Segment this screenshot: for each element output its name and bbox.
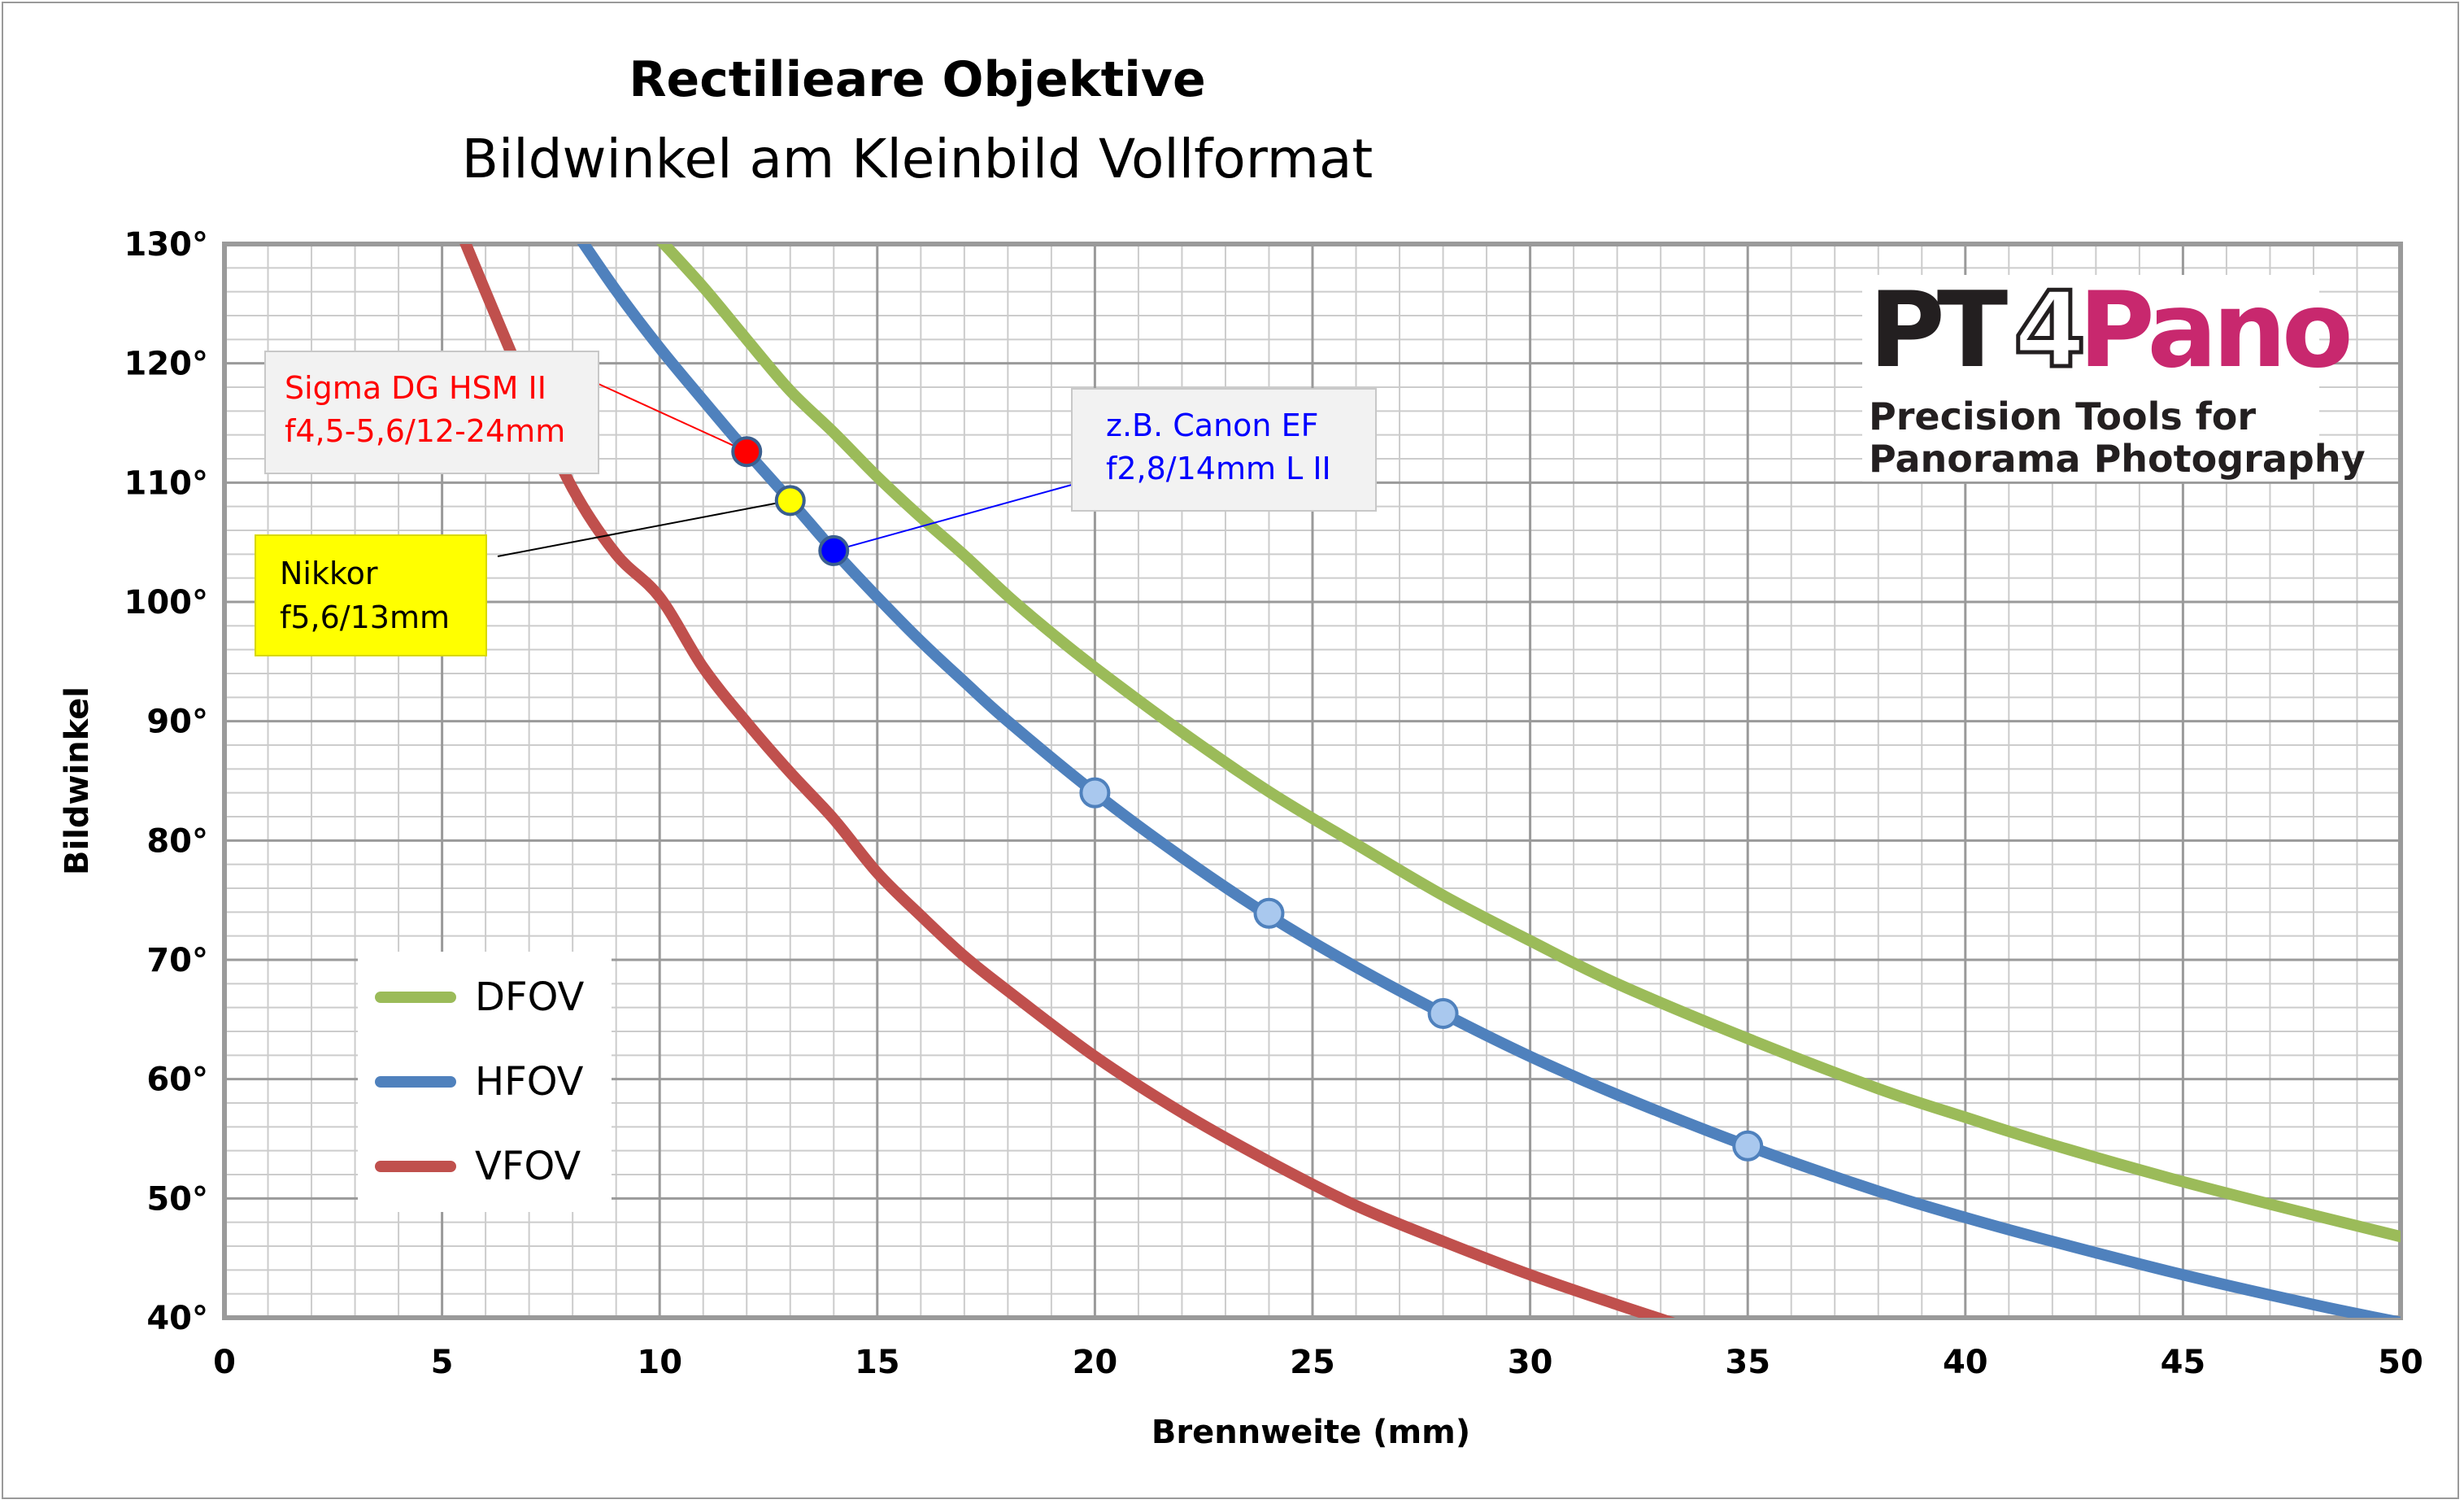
- annotation-leaders: [497, 383, 1073, 557]
- x-tick-label: 50: [2378, 1344, 2423, 1381]
- legend-label-hfov: HFOV: [475, 1059, 584, 1105]
- pt4pano-logo: PT 4 Pano Precision Tools for Panorama P…: [1862, 268, 2366, 482]
- highlight-point-canon: [818, 534, 850, 566]
- annotation-sigma: Sigma DG HSM II f4,5-5,6/12-24mm: [264, 351, 599, 474]
- chart-title: Rectilieare Objektive: [629, 51, 1205, 108]
- plot-border: [222, 242, 2403, 1320]
- x-tick-label: 30: [1508, 1344, 1553, 1381]
- logo-tagline-line2: Panorama Photography: [1869, 437, 2366, 481]
- y-axis-ticks: 40° 50° 60° 70° 80° 90° 100° 110° 120° 130°: [124, 226, 209, 1337]
- series-line-dfov: [656, 244, 2401, 1243]
- legend: DFOV HFOV VFOV: [358, 952, 612, 1212]
- annotation-sigma-line2: f4,5-5,6/12-24mm: [285, 413, 565, 449]
- annotation-nikkor: Nikkor f5,6/13mm: [255, 534, 487, 656]
- y-tick-label: 100°: [124, 584, 209, 621]
- leader-canon: [834, 484, 1073, 551]
- y-tick-label: 80°: [146, 822, 208, 860]
- x-axis-label: Brennweite (mm): [1151, 1414, 1470, 1451]
- x-tick-label: 35: [1725, 1344, 1770, 1381]
- x-tick-label: 45: [2161, 1344, 2206, 1381]
- chart-subtitle: Bildwinkel am Kleinbild Vollformat: [462, 128, 1373, 190]
- leader-sigma: [598, 383, 747, 453]
- annotation-nikkor-line1: Nikkor: [280, 556, 378, 591]
- annotation-sigma-box: [264, 351, 599, 474]
- logo-pano-text: Pano: [2079, 270, 2349, 391]
- series-line-vfov: [459, 244, 1676, 1318]
- legend-label-dfov: DFOV: [475, 974, 585, 1020]
- y-tick-label: 50°: [146, 1180, 208, 1218]
- x-axis-ticks: 0 5 10 15 20 25 30 35 40 45 50: [213, 1344, 2423, 1381]
- annotation-nikkor-box: [255, 534, 487, 656]
- x-tick-label: 15: [855, 1344, 900, 1381]
- logo-tagline-line1: Precision Tools for: [1869, 395, 2256, 438]
- hfov-marker: [1427, 998, 1459, 1029]
- annotation-sigma-line1: Sigma DG HSM II: [285, 370, 546, 406]
- legend-label-vfov: VFOV: [475, 1144, 581, 1189]
- y-tick-label: 60°: [146, 1062, 208, 1099]
- logo-pt-text: PT: [1869, 270, 2008, 391]
- y-tick-label: 70°: [146, 942, 208, 979]
- hfov-marker: [1079, 777, 1111, 809]
- marker-layer: [731, 436, 1764, 1162]
- x-tick-label: 10: [637, 1344, 682, 1381]
- y-tick-label: 120°: [124, 346, 209, 383]
- x-tick-label: 40: [1943, 1344, 1988, 1381]
- annotation-nikkor-line2: f5,6/13mm: [280, 599, 450, 635]
- hfov-marker: [1253, 897, 1285, 929]
- y-tick-label: 40°: [146, 1300, 208, 1337]
- y-tick-label: 90°: [146, 704, 208, 741]
- leader-nikkor: [497, 499, 790, 557]
- x-tick-label: 5: [431, 1344, 454, 1381]
- annotation-canon-box: [1071, 388, 1377, 512]
- annotation-canon-line1: z.B. Canon EF: [1106, 408, 1318, 443]
- hfov-marker: [1732, 1130, 1764, 1162]
- x-tick-label: 25: [1290, 1344, 1335, 1381]
- x-tick-label: 0: [213, 1344, 236, 1381]
- annotation-canon-line2: f2,8/14mm L II: [1106, 451, 1331, 486]
- logo-four-text: 4: [2013, 270, 2086, 391]
- y-tick-label: 130°: [124, 226, 209, 264]
- annotation-canon: z.B. Canon EF f2,8/14mm L II: [1071, 388, 1377, 512]
- x-tick-label: 20: [1073, 1344, 1118, 1381]
- y-tick-label: 110°: [124, 464, 209, 502]
- y-axis-label: Bildwinkel: [59, 687, 96, 875]
- highlight-point-nikkor: [774, 485, 806, 517]
- highlight-point-sigma: [731, 436, 763, 468]
- logo-background: [1862, 275, 2319, 482]
